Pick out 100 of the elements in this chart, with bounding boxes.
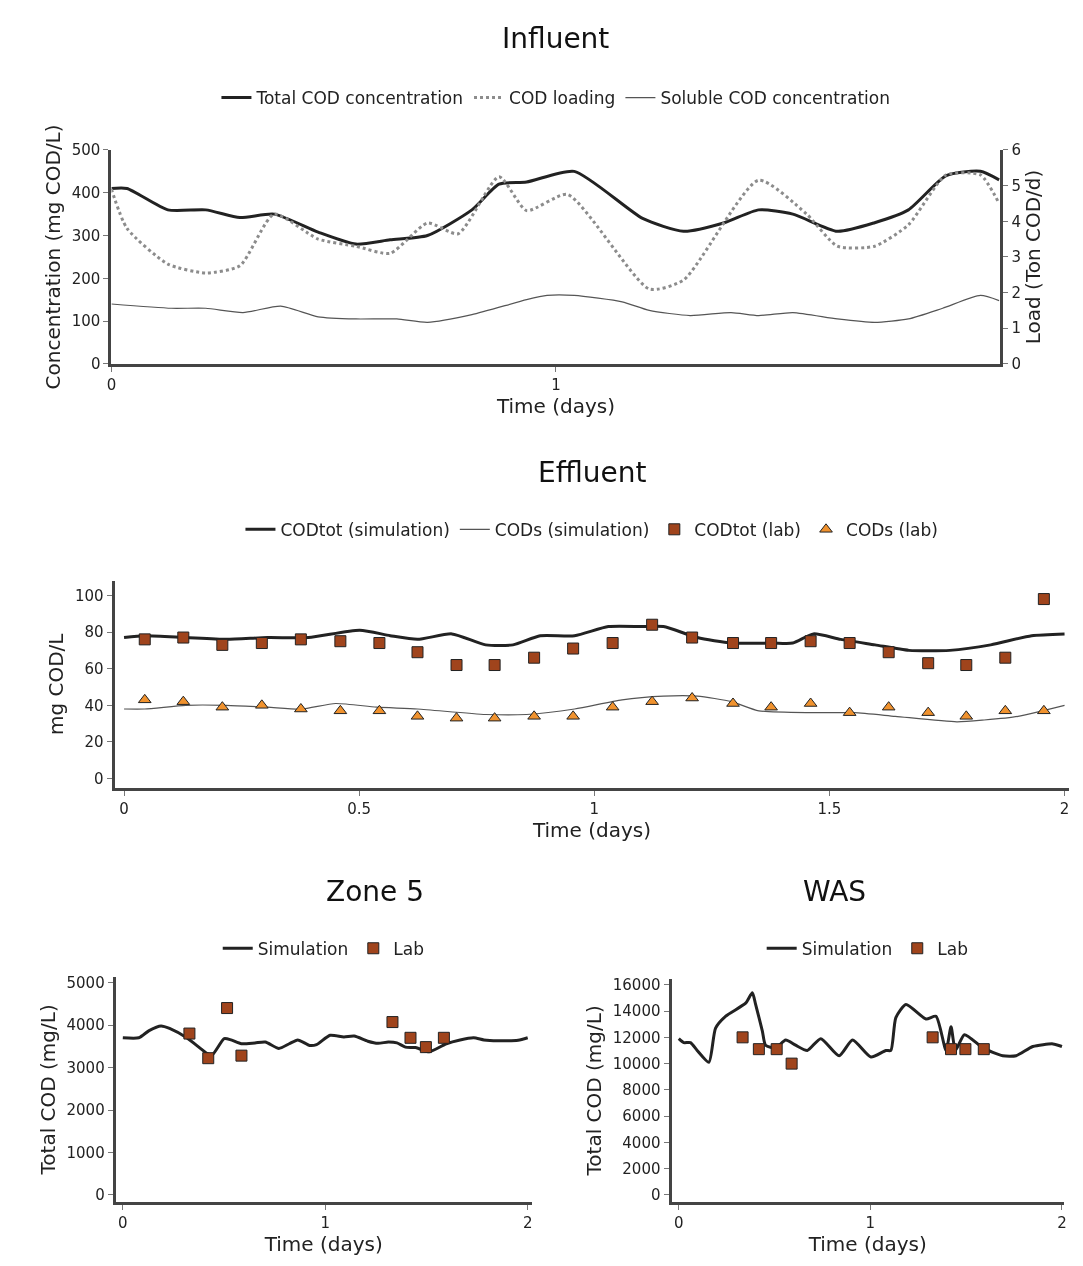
point [221,1002,234,1015]
x-axis-title: Time (days) [807,1231,927,1256]
point [527,710,541,720]
point [373,637,386,650]
line-series [111,169,1001,246]
point [926,1031,939,1044]
point [1037,704,1051,715]
y-tick-label: 0 [650,1186,661,1205]
legend-label: CODs (simulation) [494,519,650,540]
y2-tick-label: 1 [1011,319,1021,338]
point [419,1041,432,1054]
point [646,618,659,631]
point [686,631,699,644]
x-tick-label: 1 [865,1213,876,1232]
point [804,635,817,648]
y2-tick-label: 5 [1011,176,1021,195]
point [567,642,580,655]
point [606,637,619,650]
legend-label: CODtot (lab) [694,519,802,540]
point [945,1043,958,1056]
point [235,1049,248,1062]
point [727,637,740,650]
y-tick-label: 5000 [66,973,105,992]
y2-tick-label: 6 [1011,141,1021,160]
chart-title: Effluent [538,456,647,489]
point [882,646,895,659]
y2-tick-label: 2 [1011,283,1021,302]
y-tick-label: 500 [71,141,101,160]
legend-label: Simulation [801,938,893,959]
y2-axis-title: Load (Ton COD/d) [1021,169,1045,345]
x-tick-label: 0.5 [347,799,372,818]
point [333,704,348,715]
point [294,702,308,713]
y-axis-title: Concentration (mg COD/L) [41,124,66,390]
y-tick-label: 4000 [622,1133,661,1152]
y-axis-title: Total COD (mg/L) [582,1005,607,1177]
point [770,1043,783,1056]
point [137,693,152,704]
point [764,701,778,711]
x-tick-label: 1 [320,1213,331,1232]
y-tick-label: 4000 [66,1016,105,1035]
y2-tick-label: 3 [1011,248,1021,267]
y-tick-label: 0 [94,769,104,788]
point [736,1031,749,1044]
legend-label: CODtot (simulation) [280,519,450,540]
point [843,637,856,650]
point [386,1016,399,1029]
x-tick-label: 0 [674,1213,684,1232]
x-tick-label: 0 [118,1213,128,1232]
point [528,651,541,664]
point [922,657,935,670]
y-tick-label: 100 [71,312,101,331]
y-tick-label: 12000 [612,1028,661,1047]
legend-label: Simulation [257,938,349,959]
y-tick-label: 2000 [622,1159,661,1178]
chart-title: Influent [502,22,610,55]
x-axis-title: Time (days) [495,393,615,418]
point [1037,593,1050,606]
point [685,692,699,702]
point [255,637,268,650]
point [960,659,973,672]
point [959,1043,972,1056]
y-tick-label: 400 [71,184,101,202]
y-tick-label: 0 [95,1186,105,1205]
point [999,651,1012,664]
chart-title: Zone 5 [326,875,424,908]
point [334,635,347,648]
y-axis-title: Total COD (mg/L) [36,1004,61,1176]
point [645,695,659,705]
y-tick-label: 20 [84,733,104,752]
y-tick-label: 40 [84,696,104,715]
point [138,633,151,646]
point [404,1031,417,1044]
point [752,1043,765,1056]
point [977,1043,990,1056]
x-axis-title: Time (days) [531,817,652,842]
y-tick-label: 2000 [66,1101,105,1120]
point [411,646,424,659]
point [177,631,190,644]
point [372,704,387,715]
point [202,1052,215,1065]
x-axis-title: Time (days) [263,1231,383,1256]
point [294,633,307,646]
point [488,659,501,672]
y-tick-label: 8000 [622,1081,661,1100]
point [785,1057,798,1070]
line-series [677,991,1064,1064]
point [765,637,778,650]
line-series [111,294,1000,323]
point [437,1031,450,1044]
y-tick-label: 14000 [612,1002,661,1021]
legend-label: Lab [393,938,424,959]
y-tick-label: 10000 [612,1054,661,1073]
point [566,710,580,720]
chart-title: WAS [803,875,867,908]
point [998,704,1013,715]
y-axis-title: mg COD/L [44,632,69,736]
x-tick-label: 1.5 [817,799,842,818]
y2-tick-label: 0 [1011,355,1021,374]
y-tick-label: 16000 [612,976,661,995]
